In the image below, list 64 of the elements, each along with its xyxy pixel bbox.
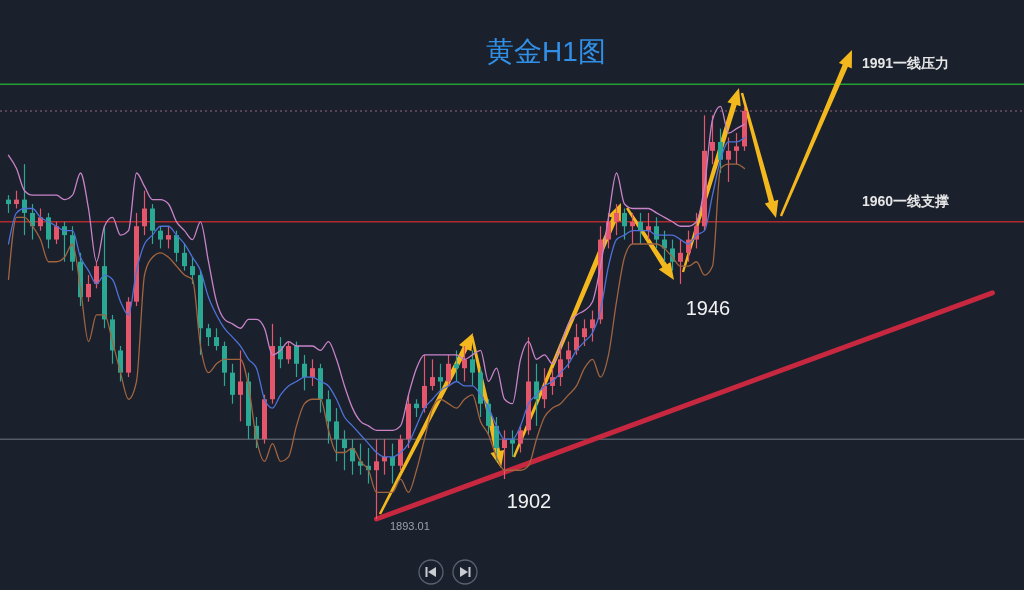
candlestick xyxy=(462,345,467,383)
candlestick xyxy=(30,203,35,241)
candlestick xyxy=(374,438,379,520)
candlestick xyxy=(238,349,243,423)
candlestick xyxy=(422,354,427,414)
candlestick xyxy=(638,212,643,245)
candlestick xyxy=(158,225,163,250)
candlestick xyxy=(430,358,435,391)
candlestick xyxy=(654,216,659,250)
candlestick xyxy=(582,318,587,347)
candlestick xyxy=(206,323,211,347)
candlestick xyxy=(438,363,443,391)
candlestick xyxy=(646,212,651,241)
candlestick xyxy=(614,203,619,236)
ref-line-label: 1960一线支撑 xyxy=(862,192,950,209)
candlestick xyxy=(590,309,595,343)
candlestick xyxy=(694,212,699,250)
candlestick xyxy=(678,238,683,285)
candlestick xyxy=(182,243,187,272)
candlestick xyxy=(622,207,627,241)
candlestick xyxy=(54,221,59,245)
candlestick xyxy=(390,443,395,485)
candlestick xyxy=(558,345,563,387)
candlestick xyxy=(166,225,171,250)
candlestick xyxy=(342,429,347,471)
ref-line-label: 1991一线压力 xyxy=(862,54,950,71)
candlestick xyxy=(334,407,339,462)
candlestick xyxy=(710,114,715,165)
candlestick xyxy=(150,203,155,245)
annotation: 1893.01 xyxy=(390,519,430,532)
candlestick xyxy=(230,363,235,405)
candlestick xyxy=(38,207,43,232)
candlestick xyxy=(294,340,299,378)
candlestick xyxy=(734,132,739,165)
candlestick xyxy=(46,212,51,250)
candlestick xyxy=(726,136,731,183)
annotation: 1946 xyxy=(685,297,731,320)
candlestick xyxy=(518,425,523,454)
candlestick xyxy=(86,274,91,303)
candlestick xyxy=(142,190,147,236)
candlestick xyxy=(190,256,195,285)
text: 黄金H1图 xyxy=(486,36,606,68)
annotation: 1902 xyxy=(506,490,552,513)
candlestick xyxy=(118,345,123,383)
candlestick xyxy=(494,416,499,462)
candlestick xyxy=(670,238,675,272)
candlestick xyxy=(502,429,507,480)
candlestick xyxy=(574,323,579,356)
candlestick xyxy=(214,327,219,352)
candlestick xyxy=(566,340,571,369)
candlestick xyxy=(470,349,475,387)
candlestick xyxy=(94,261,99,289)
candlestick xyxy=(446,354,451,387)
candlestick xyxy=(454,349,459,383)
candlestick xyxy=(510,429,515,458)
candlestick xyxy=(174,230,179,263)
candlestick xyxy=(286,340,291,365)
candlestick xyxy=(302,354,307,391)
candlestick xyxy=(542,367,547,409)
candlestick xyxy=(630,212,635,245)
candlestick xyxy=(22,163,27,236)
candlestick xyxy=(326,389,331,445)
candlestick xyxy=(310,358,315,387)
candlestick xyxy=(358,443,363,476)
